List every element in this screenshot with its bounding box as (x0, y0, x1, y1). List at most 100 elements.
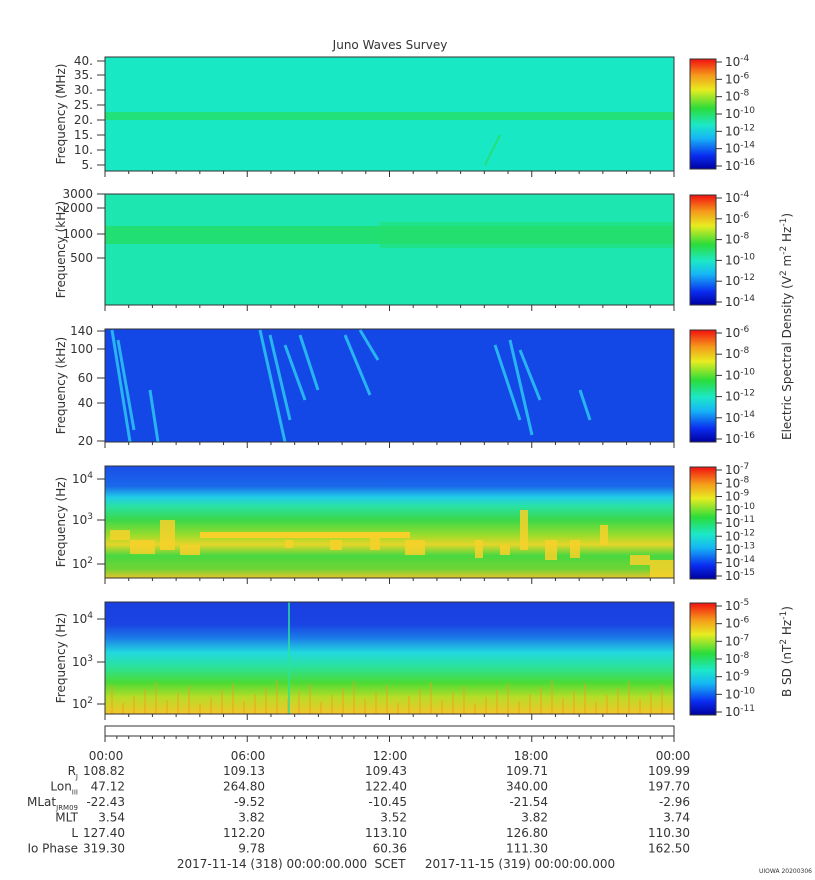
panel-3-ytick: 100 (70, 342, 93, 356)
ephemeris-value: 122.40 (365, 780, 407, 794)
colorbar-label-b: B SD (nT2 Hz-1) (779, 606, 794, 697)
time-axis-box (104, 725, 675, 737)
time-tick-label: 18:00 (514, 749, 549, 763)
ephemeris-value: 264.80 (223, 780, 265, 794)
colorbar-3-tick: 10-12 (725, 389, 755, 404)
y-axis-labels: Frequency (MHz) 40.35.30.25.20.15.10.5. Fr… (54, 54, 105, 711)
ephemeris-value: 109.13 (223, 764, 265, 778)
panel-3-streak (343, 334, 372, 396)
panel-1-ytick: 40. (74, 54, 93, 68)
panel-4-hot-spot (650, 560, 674, 578)
start-time: 2017-11-14 (318) 00:00:00.000 (177, 857, 367, 871)
panel-4-hot-spot (545, 540, 557, 560)
panel-4-hot-spot (180, 545, 200, 555)
panel-5-ytick: 103 (72, 654, 93, 669)
colorbar-4-tick: 10-13 (725, 542, 755, 557)
colorbar-4-tick: 10-10 (725, 502, 755, 517)
panel-2-ytick: 2000 (62, 201, 93, 215)
ephemeris-value: -10.45 (368, 795, 407, 809)
colorbar-1 (689, 58, 717, 170)
ephemeris-value: 319.30 (83, 842, 125, 856)
colorbar-4-tick: 10-8 (725, 475, 750, 490)
ephemeris-row-label: L (71, 826, 78, 840)
ephemeris-value: 3.82 (238, 811, 265, 825)
colorbar-5-tick: 10-8 (725, 651, 750, 666)
panel-2-spectrogram (104, 193, 675, 306)
colorbar-ticks: 10-4 10-6 10-8 10-10 10-12 10-14 10-16 10-4 10-6… (716, 54, 755, 719)
panel-3-streak (148, 389, 160, 443)
ephemeris-value: 110.30 (648, 826, 690, 840)
panel-3-streak (116, 339, 136, 431)
panel-3-ylabel: Frequency (kHz) (54, 337, 68, 434)
colorbar-5-tick: 10-9 (725, 669, 750, 684)
colorbar-1-tick: 10-8 (725, 89, 750, 104)
colorbar-3 (689, 329, 717, 443)
panel-3-spectrogram (104, 328, 675, 443)
colorbar-4-tick: 10-9 (725, 489, 750, 504)
panel-2-emission-band-upper (380, 222, 674, 248)
panel-3-ytick: 140 (70, 324, 93, 338)
credit-stamp: UIOWA 20200306 (759, 868, 812, 875)
colorbar-4 (689, 466, 717, 580)
panel-4-ytick: 104 (72, 471, 93, 486)
panel-1-ylabel: Frequency (MHz) (54, 64, 68, 165)
panel-4-hot-spot (630, 555, 650, 565)
ephemeris-value: 126.80 (506, 826, 548, 840)
time-tick-label: 00:00 (656, 749, 691, 763)
ephemeris-value: -2.96 (659, 795, 690, 809)
ephemeris-value: 109.99 (648, 764, 690, 778)
panel-5-background (105, 602, 674, 714)
panel-4-ytick: 102 (72, 556, 93, 571)
colorbar-3-tick: 10-16 (725, 431, 755, 446)
ephemeris-row-label: RJ (68, 764, 78, 781)
colorbar-3-tick: 10-10 (725, 367, 755, 382)
ephemeris-value: 197.70 (648, 780, 690, 794)
ephemeris-value: 108.82 (83, 764, 125, 778)
panel-4-hot-spot (570, 540, 580, 558)
colorbar-3-tick: 10-8 (725, 346, 750, 361)
ephemeris-row-label: MLatJRM09 (27, 795, 78, 812)
colorbar-5-tick: 10-5 (725, 598, 749, 613)
panel-3-streak (518, 349, 542, 401)
panel-4-hot-spot (110, 530, 130, 540)
end-time: 2017-11-15 (319) 00:00:00.000 (425, 857, 615, 871)
panel-2-ylabel: Frequency (kHz) (54, 201, 68, 298)
colorbar-5 (689, 602, 717, 716)
colorbar-5-tick: 10-7 (725, 633, 749, 648)
panel-1-emission-band (105, 112, 674, 120)
panel-4-hot-spot (160, 520, 175, 550)
panel-4-spectrogram (104, 465, 675, 579)
panel-2-ytick: 1000 (62, 227, 93, 241)
ephemeris-value: 3.74 (663, 811, 690, 825)
ephemeris-table: 00:00 06:00 12:00 18:00 00:00 RJ 108.82 109.13 1… (27, 749, 690, 856)
panel-3-background (105, 329, 674, 442)
ephemeris-value: 109.71 (506, 764, 548, 778)
colorbar-2-tick: 10-8 (725, 232, 750, 247)
panel-2-background (105, 194, 674, 305)
colorbar-1-tick: 10-14 (725, 141, 755, 156)
panel-1-ytick: 5. (82, 158, 93, 172)
panel-3-streak (298, 334, 320, 391)
ephemeris-row-label: LonIII (50, 780, 78, 797)
panel-5-spectrogram (104, 601, 675, 715)
panel-4-hot-spot (405, 540, 425, 555)
panel-4-ytick: 103 (72, 512, 93, 527)
panel-4-hot-spot (285, 540, 293, 548)
ephemeris-value: 111.30 (506, 842, 548, 856)
panel-3-ytick: 40 (78, 396, 93, 410)
ephemeris-value: 127.40 (83, 826, 125, 840)
panel-5-spikes (111, 680, 663, 714)
scet-label: SCET (375, 857, 407, 871)
ephemeris-value: 112.20 (223, 826, 265, 840)
panel-3-streak (268, 334, 292, 421)
panel-3-streaks (110, 329, 592, 443)
ephemeris-value: 60.36 (373, 842, 407, 856)
panel-4-hot-spot (475, 540, 483, 558)
ephemeris-value: 3.52 (380, 811, 407, 825)
panel-3-streak (493, 344, 522, 421)
colorbar-2 (689, 194, 717, 306)
colorbar-1-tick: 10-6 (725, 71, 750, 86)
colorbar-4-tick: 10-12 (725, 528, 755, 543)
ephemeris-value: 162.50 (648, 842, 690, 856)
